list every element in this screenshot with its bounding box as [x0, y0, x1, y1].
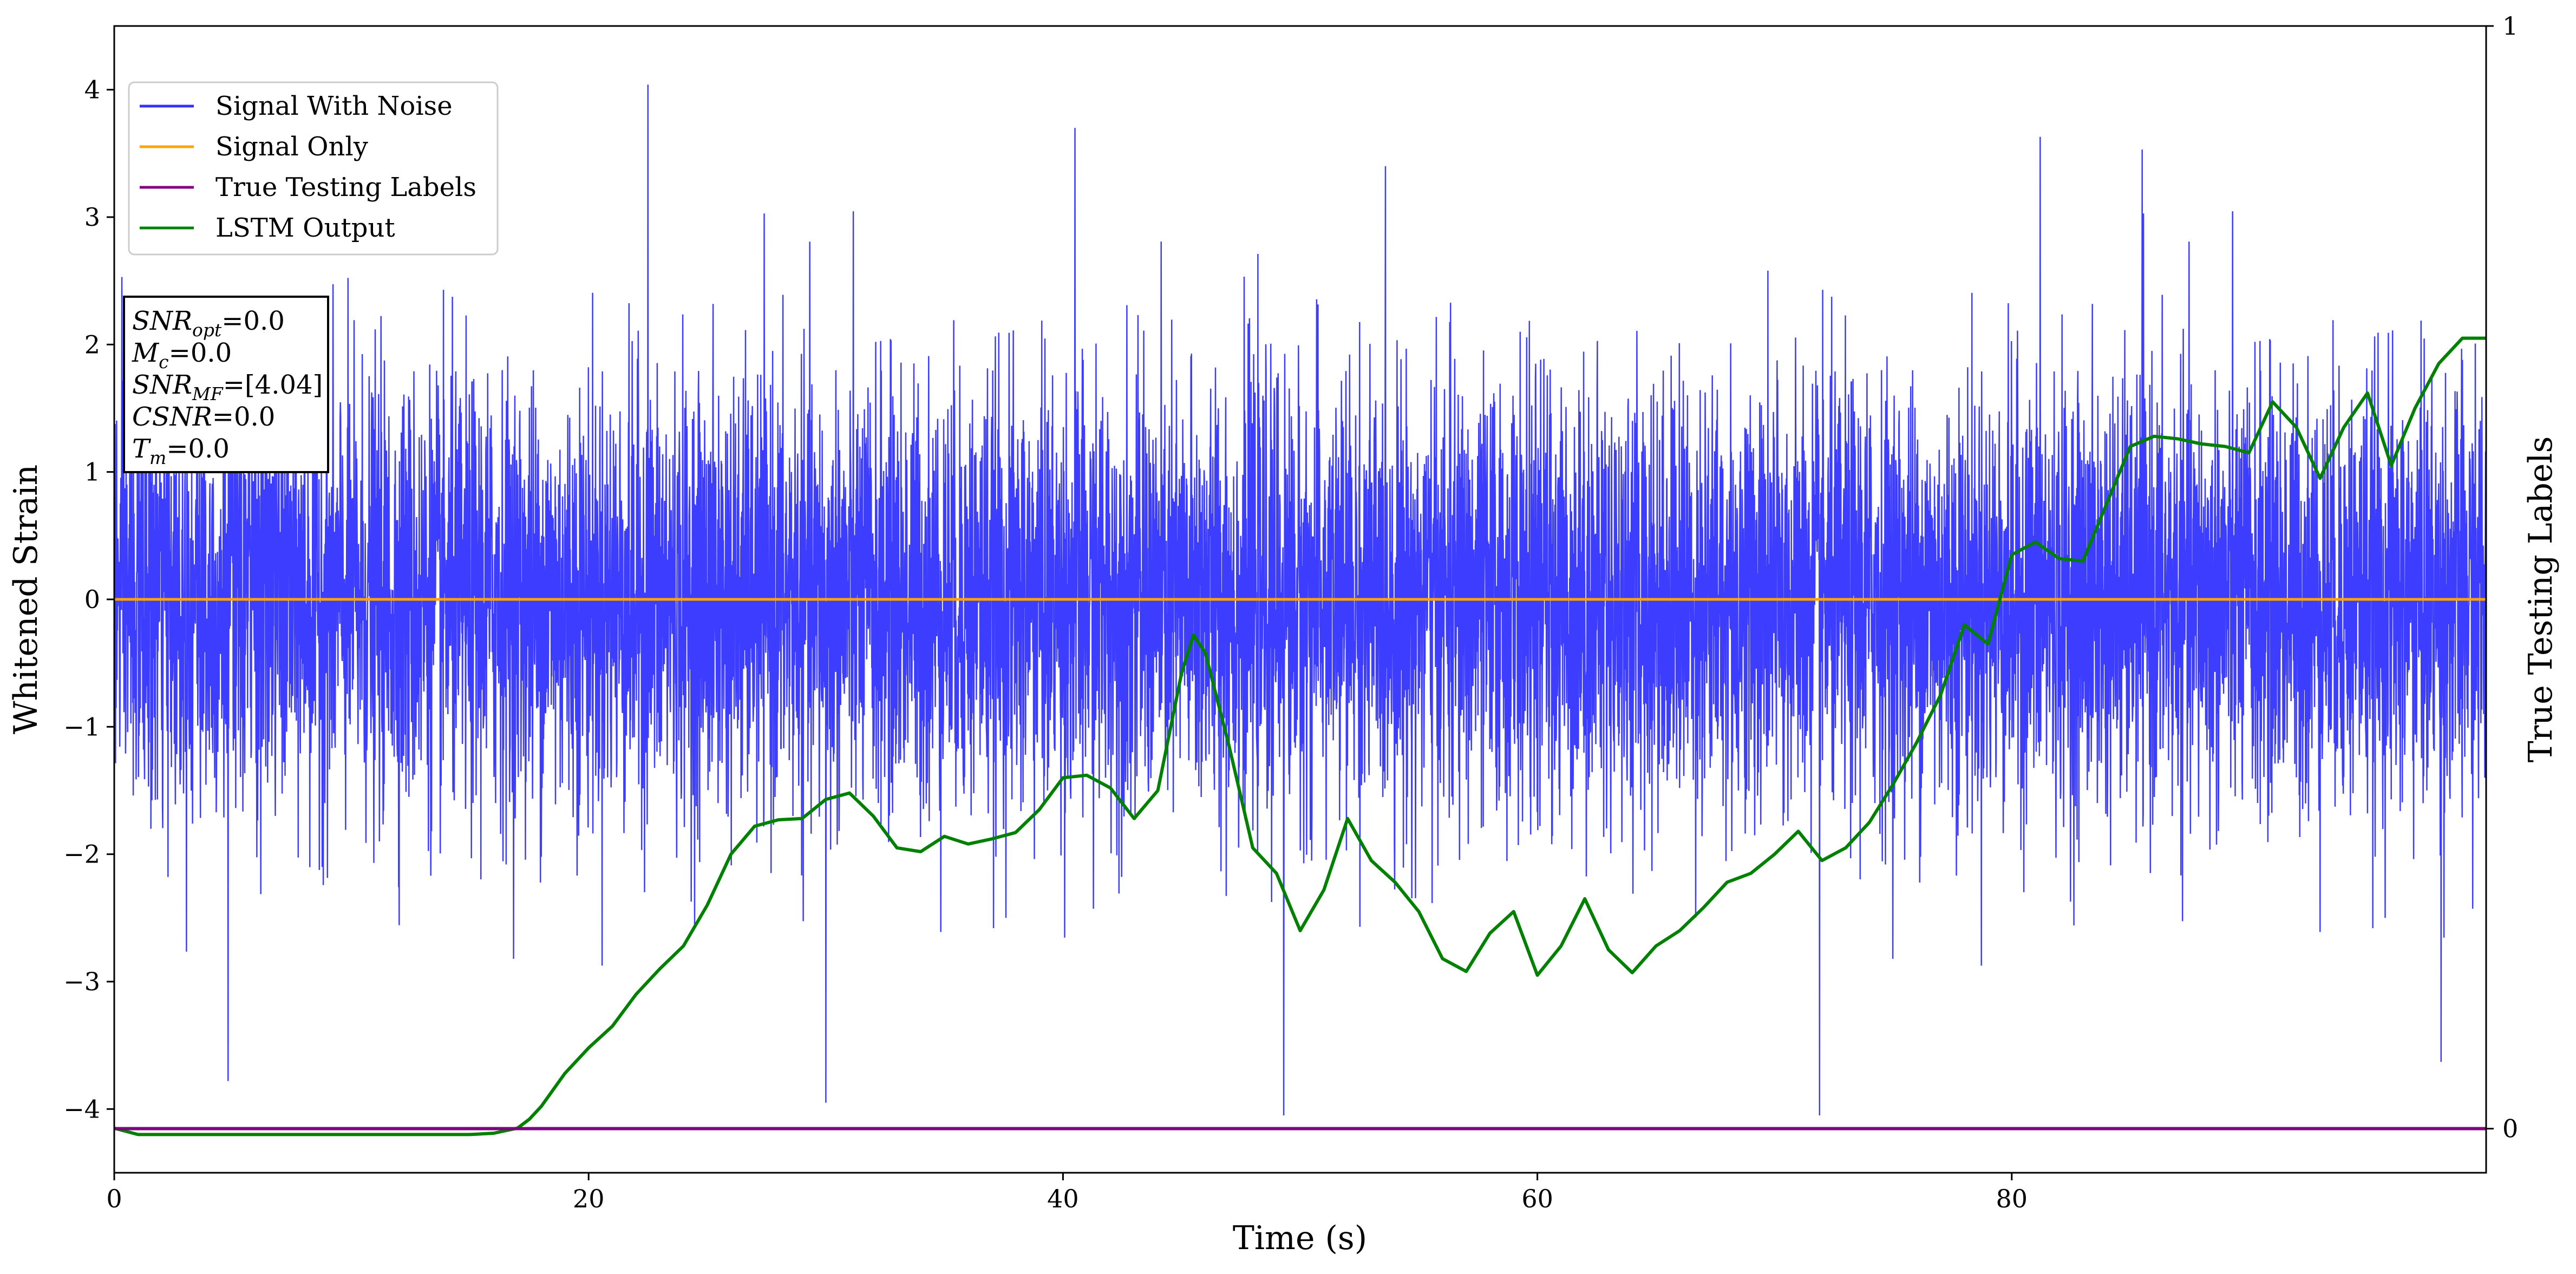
info-snr-mf: SNRMF=[4.04]: [132, 370, 323, 404]
y-tick-label: 3: [84, 202, 100, 232]
y-tick-label: −4: [63, 1094, 100, 1123]
plot-area: [114, 84, 2486, 1136]
x-tick-label: 60: [1521, 1184, 1553, 1213]
y-tick-label: −1: [63, 712, 100, 741]
y-tick-label: −2: [63, 840, 100, 869]
legend-frame: [128, 81, 499, 256]
y-tick-label: 0: [84, 585, 100, 614]
legend-label-lstm-output: LSTM Output: [215, 213, 395, 243]
legend-label-true-testing-labels: True Testing Labels: [215, 172, 476, 202]
info-box: SNRopt=0.0 Mc=0.0 SNRMF=[4.04] CSNR=0.0 …: [123, 296, 329, 473]
y2-axis-label: True Testing Labels: [2522, 436, 2560, 763]
y2-tick-label: 1: [2502, 11, 2518, 41]
y-axis-label: Whitened Strain: [7, 465, 45, 734]
legend-label-signal-with-noise: Signal With Noise: [215, 91, 453, 121]
info-chirp-mass: Mc=0.0: [132, 338, 232, 373]
legend-label-signal-only: Signal Only: [215, 132, 368, 162]
series-line-lstm-output: [114, 336, 2486, 1136]
y-tick-label: 2: [84, 330, 100, 359]
info-tm: Tm=0.0: [132, 434, 230, 468]
y-tick-label: −3: [63, 967, 100, 996]
x-tick-label: 40: [1047, 1184, 1079, 1213]
legend: Signal With Noise Signal Only True Testi…: [128, 81, 499, 256]
y2-tick-label: 0: [2502, 1114, 2518, 1144]
x-axis-label: Time (s): [1233, 1219, 1367, 1257]
x-tick-label: 0: [106, 1184, 122, 1213]
x-tick-label: 20: [573, 1184, 605, 1213]
info-box-frame: [123, 296, 329, 473]
y-tick-label: 4: [84, 75, 100, 104]
x-tick-label: 80: [1996, 1184, 2028, 1213]
y-tick-label: 1: [84, 458, 100, 487]
info-csnr: CSNR=0.0: [132, 402, 275, 432]
info-snr-opt: SNRopt=0.0: [132, 306, 285, 341]
series-line-signal-with-noise: [114, 84, 2486, 1116]
